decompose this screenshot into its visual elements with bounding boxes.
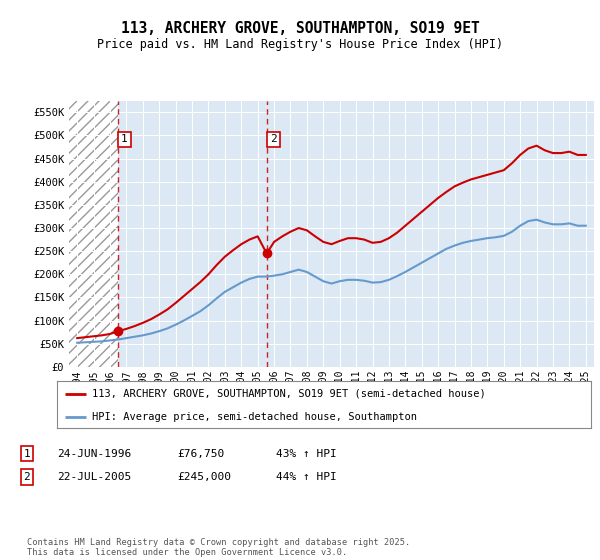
Text: 113, ARCHERY GROVE, SOUTHAMPTON, SO19 9ET: 113, ARCHERY GROVE, SOUTHAMPTON, SO19 9E… — [121, 21, 479, 36]
Text: 2: 2 — [23, 472, 31, 482]
Text: Contains HM Land Registry data © Crown copyright and database right 2025.
This d: Contains HM Land Registry data © Crown c… — [27, 538, 410, 557]
Text: 1: 1 — [23, 449, 31, 459]
Text: 1: 1 — [121, 134, 128, 144]
Text: HPI: Average price, semi-detached house, Southampton: HPI: Average price, semi-detached house,… — [92, 412, 417, 422]
Text: 22-JUL-2005: 22-JUL-2005 — [57, 472, 131, 482]
Bar — [69, 101, 118, 367]
Text: £245,000: £245,000 — [177, 472, 231, 482]
Text: 113, ARCHERY GROVE, SOUTHAMPTON, SO19 9ET (semi-detached house): 113, ARCHERY GROVE, SOUTHAMPTON, SO19 9E… — [92, 389, 485, 399]
Text: 43% ↑ HPI: 43% ↑ HPI — [276, 449, 337, 459]
Text: £76,750: £76,750 — [177, 449, 224, 459]
Text: 44% ↑ HPI: 44% ↑ HPI — [276, 472, 337, 482]
Text: 24-JUN-1996: 24-JUN-1996 — [57, 449, 131, 459]
Text: Price paid vs. HM Land Registry's House Price Index (HPI): Price paid vs. HM Land Registry's House … — [97, 38, 503, 51]
Text: 2: 2 — [270, 134, 277, 144]
